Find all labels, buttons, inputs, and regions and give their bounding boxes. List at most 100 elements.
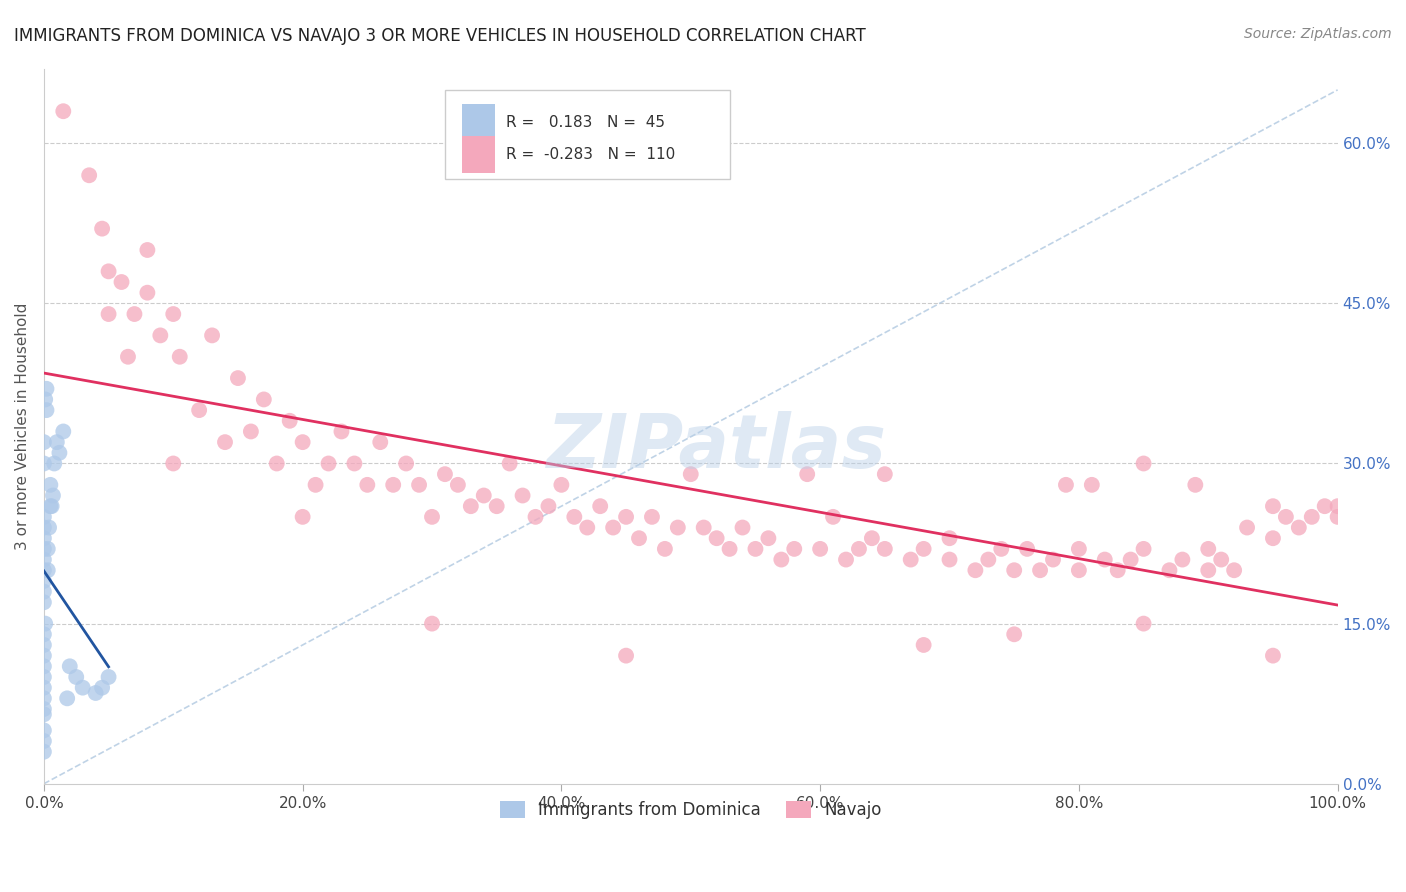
Point [1326,499,1348,513]
Point [72,681,94,695]
Point [32,520,55,534]
Point [77,168,100,182]
Point [900,552,922,566]
Point [938,531,960,545]
Point [32,670,55,684]
Point [32,707,55,722]
Legend: Immigrants from Dominica, Navajo: Immigrants from Dominica, Navajo [494,794,889,825]
Point [1002,627,1025,641]
Point [1288,520,1310,534]
Point [32,734,55,748]
Point [498,457,520,471]
Point [654,541,676,556]
Point [796,467,818,482]
Point [808,541,831,556]
Point [65,670,87,684]
Point [408,478,430,492]
Point [32,552,55,566]
Point [32,541,55,556]
Point [1236,520,1258,534]
Point [32,648,55,663]
Point [1275,509,1298,524]
Point [304,478,326,492]
Y-axis label: 3 or more Vehicles in Household: 3 or more Vehicles in Household [15,302,30,549]
Point [1132,541,1154,556]
Point [395,457,418,471]
Point [37,541,59,556]
Point [32,681,55,695]
Point [965,563,987,577]
Point [1081,478,1104,492]
Point [1094,552,1116,566]
Point [848,541,870,556]
Point [718,541,741,556]
Text: IMMIGRANTS FROM DOMINICA VS NAVAJO 3 OR MORE VEHICLES IN HOUSEHOLD CORRELATION C: IMMIGRANTS FROM DOMINICA VS NAVAJO 3 OR … [14,27,866,45]
Point [32,509,55,524]
Text: Source: ZipAtlas.com: Source: ZipAtlas.com [1244,27,1392,41]
Point [162,307,184,321]
Point [912,541,935,556]
Point [835,552,858,566]
Point [45,435,67,450]
Point [420,509,443,524]
Point [343,457,366,471]
Point [1132,616,1154,631]
Point [692,520,714,534]
Point [32,691,55,706]
Point [214,435,236,450]
Point [32,638,55,652]
Point [117,350,139,364]
Point [32,435,55,450]
Point [382,478,405,492]
Point [97,264,120,278]
Point [201,328,224,343]
Point [460,499,482,513]
Point [860,531,883,545]
Point [783,541,806,556]
Point [253,392,276,407]
Point [614,509,637,524]
Point [550,478,572,492]
Point [1171,552,1194,566]
Point [32,457,55,471]
Point [149,328,172,343]
Text: ZIPatlas: ZIPatlas [547,411,887,484]
Point [32,659,55,673]
Point [32,723,55,738]
Point [1017,541,1039,556]
Point [1184,478,1206,492]
Point [39,499,62,513]
Point [42,489,65,503]
Point [666,520,689,534]
Point [1223,563,1246,577]
Point [1261,499,1284,513]
Point [977,552,1000,566]
Point [162,457,184,471]
Point [39,478,62,492]
Point [1119,552,1142,566]
Point [873,467,896,482]
Point [1159,563,1181,577]
Point [266,457,288,471]
Point [562,509,585,524]
Point [32,627,55,641]
Point [188,403,211,417]
FancyBboxPatch shape [461,103,495,141]
Text: R =  -0.283   N =  110: R = -0.283 N = 110 [506,147,675,161]
Point [602,520,624,534]
Point [447,478,470,492]
Point [97,670,120,684]
Point [485,499,508,513]
Point [330,425,353,439]
Point [758,531,780,545]
Point [124,307,146,321]
Point [1067,541,1090,556]
Point [1132,457,1154,471]
Point [1301,509,1323,524]
Point [679,467,702,482]
Point [1054,478,1077,492]
Point [35,382,58,396]
FancyBboxPatch shape [444,90,730,179]
Point [1197,563,1219,577]
Point [1197,541,1219,556]
